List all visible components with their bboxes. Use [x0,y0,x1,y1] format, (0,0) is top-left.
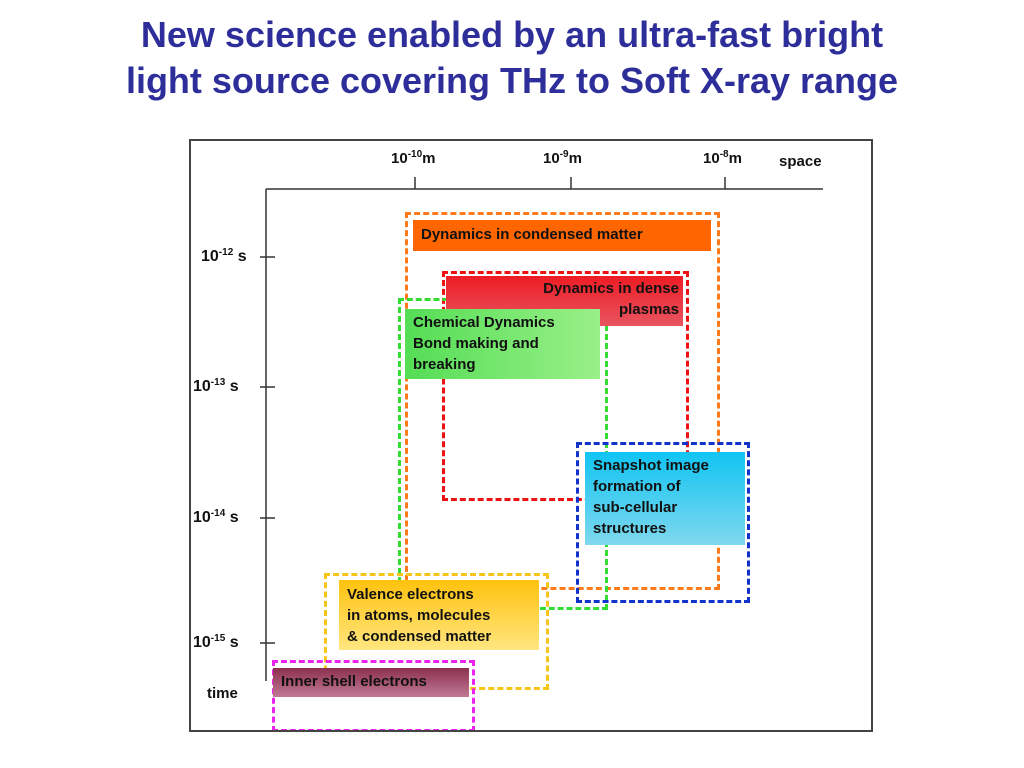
condensed-matter-label: Dynamics in condensed matter [413,220,711,251]
valence-electrons-label: Valence electrons in atoms, molecules & … [339,580,539,650]
snapshot-imaging-label: Snapshot image formation of sub-cellular… [585,452,745,545]
snapshot-imaging-region [576,442,750,603]
title-line-1: New science enabled by an ultra-fast bri… [140,14,884,55]
axes-svg [260,177,823,681]
time-tick-label-1: 10-12 s [201,247,247,265]
title-line-2: light source covering THz to Soft X-ray … [125,60,899,101]
time-tick-label-4: 10-15 s [193,633,239,651]
space-tick-label-1: 10-10m [391,149,436,167]
space-tick-label-3: 10-8m [703,149,742,167]
inner-shell-label: Inner shell electrons [273,668,469,697]
space-tick-label-2: 10-9m [543,149,582,167]
chemical-dynamics-label: Chemical Dynamics Bond making and breaki… [405,309,600,379]
dense-plasmas-region [442,271,689,501]
condensed-matter-region [405,212,720,590]
time-tick-label-3: 10-14 s [193,508,239,526]
time-axis-label: time [207,685,238,702]
time-tick-label-2: 10-13 s [193,377,239,395]
slide-title: New science enabled by an ultra-fast bri… [0,12,1024,104]
space-axis-label: space [779,153,822,170]
diagram-panel: 10-10m 10-9m 10-8m space 10-12 s 10-13 s… [189,139,873,732]
